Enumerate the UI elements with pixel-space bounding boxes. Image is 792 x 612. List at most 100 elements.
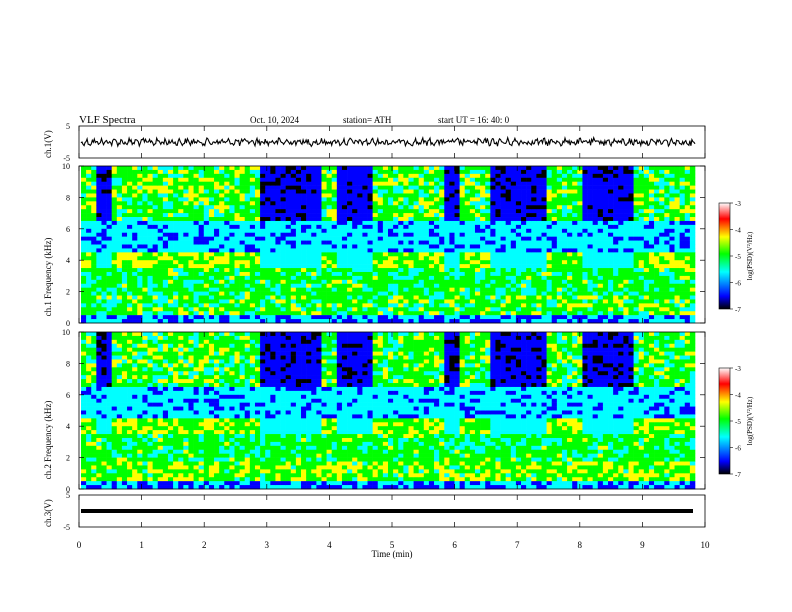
spectrogram-cell [439,224,445,230]
spectrogram-cell [444,209,450,214]
spectrogram-cell [224,271,230,277]
spectrogram-cell [372,197,379,202]
spectrogram-cell [285,181,292,186]
spectrogram-cell [674,252,680,257]
spectrogram-cell [198,315,205,320]
spectrogram-cell [121,169,128,175]
spectrogram-cell [597,181,604,186]
spectrogram-cell [188,240,194,245]
spectrogram-cell [147,307,153,312]
spectrogram-cell [413,287,419,292]
spectrogram-cell [480,287,486,292]
spectrogram-cell [362,291,368,296]
spectrogram-cell [137,295,143,300]
spectrogram-cell [357,181,363,186]
spectrogram-cell [101,371,107,376]
spectrogram-cell [127,169,133,175]
spectrogram-cell [633,319,640,324]
spectrogram-cell [132,197,138,202]
spectrogram-cell [515,268,522,273]
spectrogram-cell [239,232,246,237]
spectrogram-cell [362,193,368,198]
spectrogram-cell [587,319,593,324]
spectrogram-cell [654,169,660,175]
spectrogram-cell [306,205,312,210]
spectrogram-cell [377,201,384,206]
spectrogram-cell [418,299,425,304]
spectrogram-cell [377,177,384,182]
spectrogram-cell [444,311,450,316]
spectrogram-cell [260,197,266,202]
spectrogram-cell [367,166,373,171]
spectrogram-cell [623,287,629,292]
spectrogram-cell [132,287,138,292]
spectrogram-cell [659,213,665,218]
spectrogram-cell [485,303,491,308]
spectrogram-cell [613,252,619,257]
spectrogram-cell [127,311,133,316]
spectrogram-cell [362,256,368,261]
spectrogram-cell [203,209,210,214]
spectrogram-cell [214,236,220,241]
spectrogram-cell [229,315,235,320]
spectrogram-cell [597,240,604,245]
spectrogram-cell [638,256,645,261]
spectrogram-cell [418,256,425,261]
spectrogram-cell [556,319,563,324]
spectrogram-cell [469,275,476,281]
spectrogram-cell [81,268,87,273]
spectrogram-cell [439,264,445,269]
spectrogram-cell [219,279,225,285]
spectrogram-cell [628,248,634,253]
spectrogram-cell [86,232,92,237]
spectrogram-cell [526,213,532,218]
spectrogram-cell [659,319,665,324]
spectrogram-cell [638,303,645,308]
spectrogram-cell [474,295,481,300]
spectrogram-cell [285,177,292,182]
spectrogram-cell [290,311,297,316]
spectrogram-cell [239,201,246,206]
spectrogram-cell [178,256,184,261]
spectrogram-cell [270,264,276,269]
spectrogram-cell [331,260,338,265]
spectrogram-cell [602,299,609,304]
spectrogram-cell [280,283,286,288]
spectrogram-cell [275,197,281,202]
spectrogram-cell [439,244,445,249]
spectrogram-cell [352,201,358,206]
spectrogram-cell [510,236,517,241]
spectrogram-cell [613,193,619,198]
spectrogram-cell [208,283,215,288]
spectrogram-cell [654,299,660,304]
spectrogram-cell [183,287,189,292]
spectrogram-cell [152,283,159,288]
spectrogram-cell [623,197,629,202]
spectrogram-cell [91,398,97,403]
spectrogram-cell [285,311,292,316]
spectrogram-cell [664,279,670,285]
spectrogram-cell [96,367,102,372]
spectrogram-cell [86,303,92,308]
spectrogram-cell [510,244,517,249]
spectrogram-cell [208,232,215,237]
spectrogram-cell [664,252,670,257]
spectrogram-cell [428,295,435,300]
spectrogram-cell [116,315,123,320]
spectrogram-cell [628,228,634,234]
spectrogram-cell [648,260,655,265]
spectrogram-cell [311,173,317,179]
spectrogram-cell [413,319,419,324]
spectrogram-cell [398,181,404,186]
spectrogram-cell [121,228,128,234]
spectrogram-cell [173,205,179,210]
spectrogram-cell [188,177,194,182]
spectrogram-cell [311,283,317,288]
spectrogram-cell [331,279,338,285]
spectrogram-cell [490,264,496,269]
spectrogram-cell [219,217,225,222]
spectrogram-cell [341,271,348,277]
spectrogram-cell [111,303,118,308]
spectrogram-cell [234,264,240,269]
spectrogram-cell [567,236,573,241]
